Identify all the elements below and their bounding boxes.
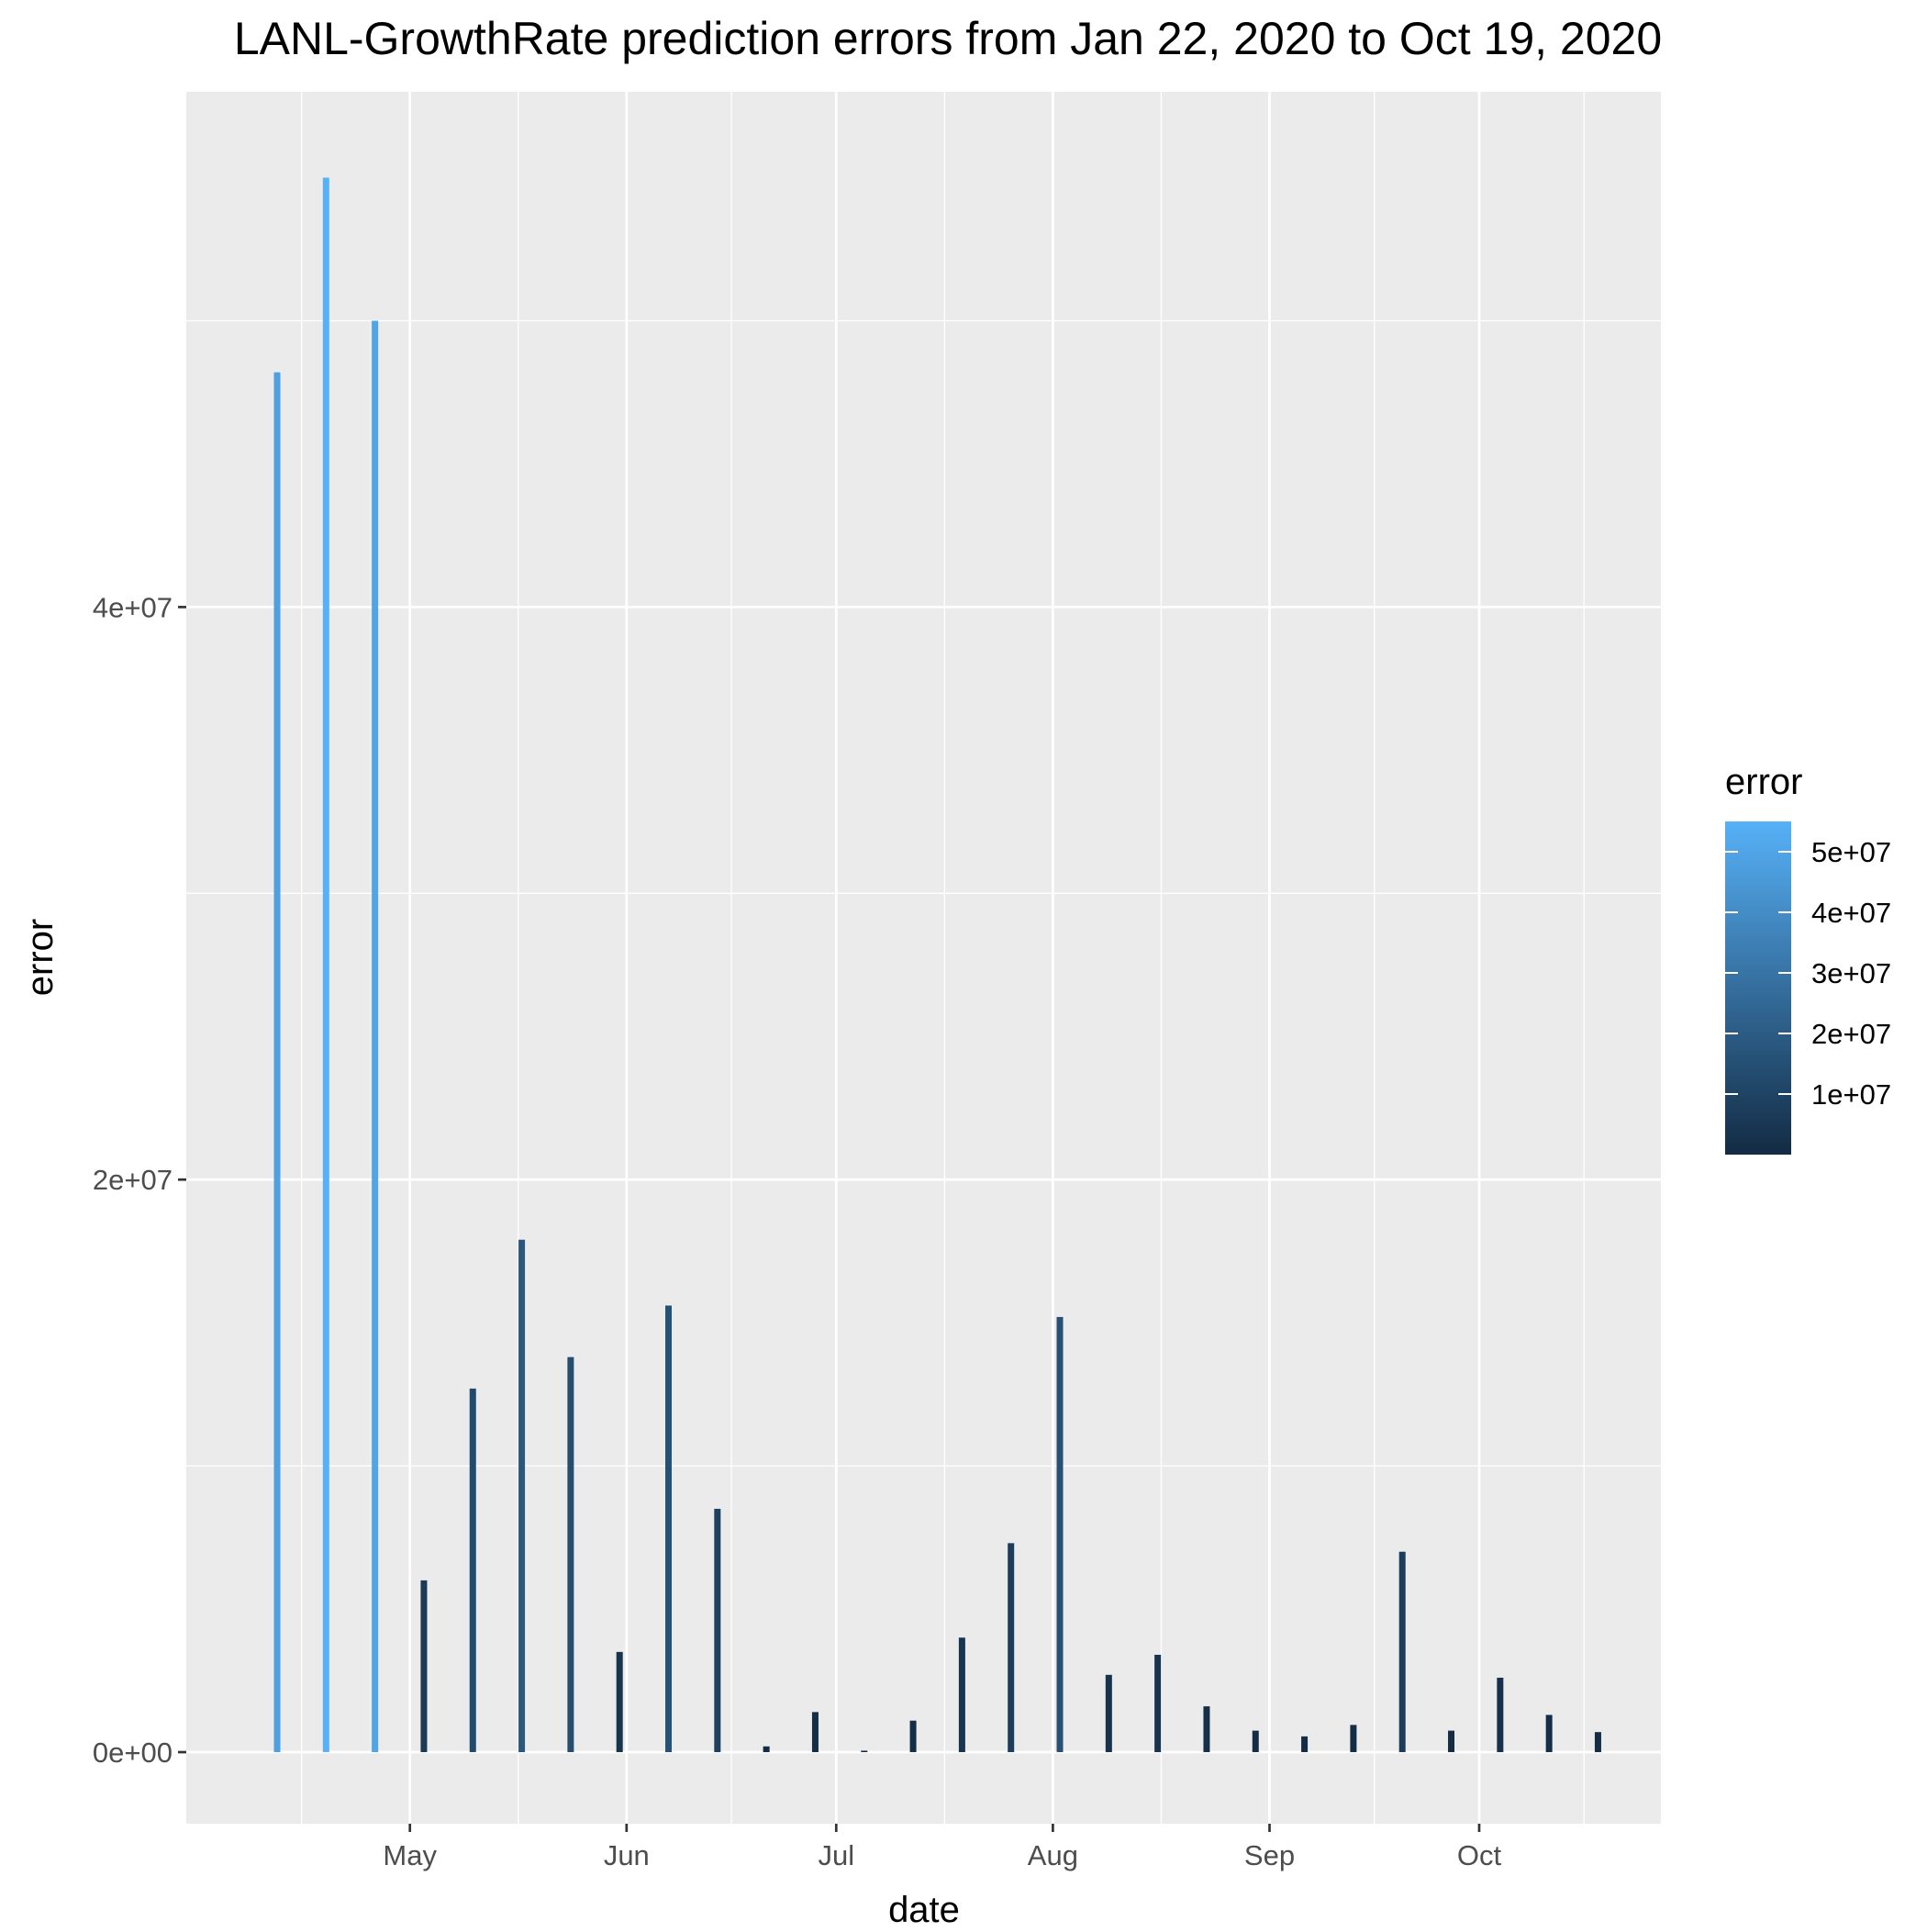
bar [958, 1637, 965, 1753]
y-axis: 0e+00 2e+07 4e+07 [93, 591, 186, 1769]
x-axis: May Jun Jul Aug Sep Oct [383, 1824, 1501, 1871]
bar [1105, 1674, 1112, 1753]
bar [1350, 1725, 1357, 1753]
bar [1448, 1730, 1455, 1753]
bar [861, 1750, 868, 1753]
legend-colorbar [1725, 821, 1791, 1155]
y-tick-label: 4e+07 [93, 591, 173, 623]
bar [811, 1712, 819, 1753]
bar [1252, 1730, 1259, 1753]
bar [1154, 1654, 1162, 1753]
bar [1594, 1732, 1601, 1753]
bar [909, 1720, 917, 1753]
x-tick-label: Jun [604, 1839, 650, 1871]
y-axis-label: error [20, 919, 61, 996]
bar [714, 1508, 721, 1753]
x-tick-label: Sep [1244, 1839, 1295, 1871]
x-axis-label: date [888, 1890, 960, 1927]
legend-tick-label: 5e+07 [1811, 836, 1891, 868]
bar [1056, 1316, 1064, 1753]
x-tick-label: Aug [1028, 1839, 1078, 1871]
legend-tick-label: 1e+07 [1811, 1078, 1891, 1111]
bar [372, 320, 379, 1753]
x-tick-label: Oct [1457, 1839, 1502, 1871]
minor-gridlines [186, 92, 1661, 1824]
bar [1008, 1543, 1015, 1753]
major-gridlines [186, 92, 1661, 1824]
legend-title: error [1725, 762, 1802, 802]
bar [1398, 1551, 1406, 1753]
y-tick-label: 2e+07 [93, 1164, 173, 1196]
bars [273, 177, 1601, 1753]
chart-title: LANL-GrowthRate prediction errors from J… [234, 13, 1662, 64]
color-legend: error 1e+07 2e+07 3e+07 4e+07 5e+07 [1725, 762, 1891, 1155]
bar [420, 1580, 428, 1753]
plot-background [186, 92, 1661, 1824]
bar [1203, 1706, 1210, 1753]
bar [1545, 1714, 1553, 1753]
bar [616, 1651, 623, 1753]
x-tick-label: Jul [818, 1839, 854, 1871]
bar [322, 177, 329, 1753]
bar [273, 372, 281, 1753]
bar [469, 1388, 476, 1753]
bar [567, 1357, 574, 1753]
bar [1497, 1677, 1504, 1753]
y-tick-label: 0e+00 [93, 1737, 173, 1769]
bar [763, 1746, 770, 1753]
bar [518, 1239, 526, 1753]
legend-tick-label: 4e+07 [1811, 897, 1891, 929]
x-tick-label: May [383, 1839, 437, 1871]
bar [1301, 1736, 1309, 1753]
legend-tick-label: 3e+07 [1811, 957, 1891, 989]
legend-tick-label: 2e+07 [1811, 1018, 1891, 1050]
legend-ticks: 1e+07 2e+07 3e+07 4e+07 5e+07 [1725, 836, 1891, 1111]
bar [665, 1305, 673, 1753]
